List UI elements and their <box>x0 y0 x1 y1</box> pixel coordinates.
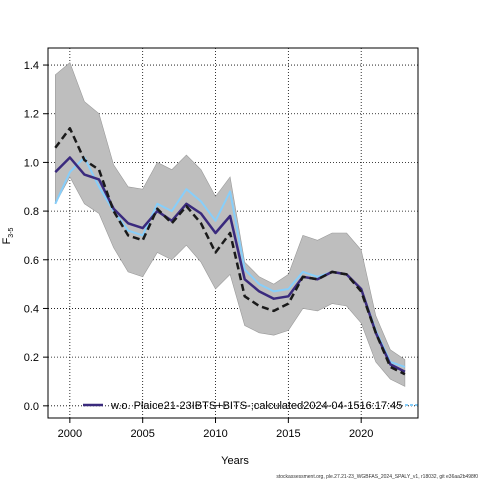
plot-frame <box>47 47 419 419</box>
confidence-band <box>55 62 406 387</box>
legend: w.o. Plaice21-23IBTS+BITS-;calculated202… <box>83 400 418 412</box>
y-tick-label: 1.0 <box>24 157 39 169</box>
svg-text:F3-5: F3-5 <box>1 227 15 244</box>
x-tick-label: 2010 <box>203 428 227 440</box>
y-tick-label: 0.0 <box>24 401 39 413</box>
y-tick-label: 1.2 <box>24 109 39 121</box>
axis-layer: 2000 2005 2010 2015 2020 0.0 0.2 0.4 0.6 0.8 1.0 1.… <box>24 60 374 440</box>
y-axis-title: F3-5 <box>1 227 15 244</box>
series-layer <box>54 127 406 376</box>
legend-label: w.o. Plaice21-23IBTS+BITS-;calculated202… <box>110 400 402 412</box>
y-axis-title-subscript: 3-5 <box>8 227 15 237</box>
x-axis-title: Years <box>221 455 249 467</box>
x-tick-label: 2000 <box>58 428 82 440</box>
y-axis-title-main: F <box>1 237 13 244</box>
series-line-retro <box>54 127 406 376</box>
y-tick-label: 0.8 <box>24 206 39 218</box>
y-tick-label: 1.4 <box>24 60 39 72</box>
y-tick-label: 0.4 <box>24 303 39 315</box>
y-tick-label: 0.6 <box>24 255 39 267</box>
y-tick-label: 0.2 <box>24 352 39 364</box>
x-tick-label: 2015 <box>276 428 300 440</box>
confidence-band-layer <box>55 62 406 387</box>
x-tick-label: 2020 <box>349 428 373 440</box>
x-tick-label: 2005 <box>130 428 154 440</box>
footer-source-text: stockassessment.org, ple.27.21-23_WGBFAS… <box>276 474 478 480</box>
